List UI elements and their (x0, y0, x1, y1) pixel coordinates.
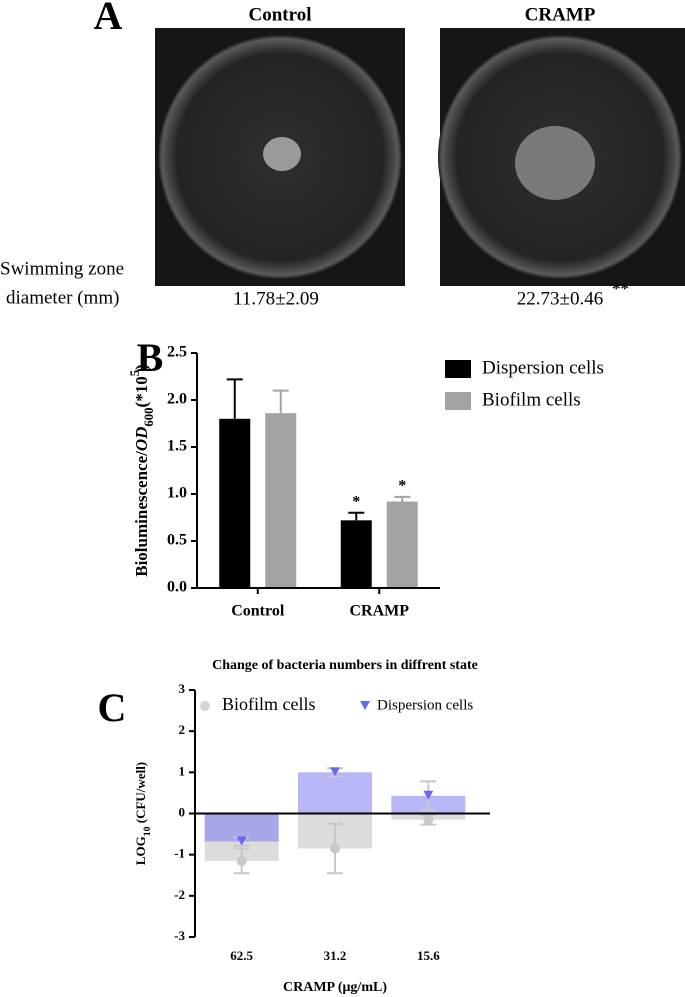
point (423, 790, 434, 800)
condition-label: CRAMP (525, 4, 596, 25)
y-tick-label: 0.0 (167, 579, 187, 596)
legend-label: Biofilm cells (482, 389, 581, 410)
y-tick-label: -1 (174, 846, 185, 861)
panel-a: A Control CRAMP Swimming zone diameter (… (0, 0, 685, 309)
y-tick-label: 1.5 (167, 438, 187, 455)
y-tick-label: -3 (174, 928, 185, 943)
y-axis-label-part: OD (132, 427, 151, 452)
legend-label: Biofilm cells (222, 694, 316, 714)
y-axis-label-part: (*10 (132, 376, 151, 407)
bar (386, 501, 418, 588)
y-axis-label-part: ) (132, 364, 151, 370)
y-tick-label: 1 (179, 763, 186, 778)
panel-letter: B (137, 335, 164, 380)
y-axis-label-part: (CFU/well) (133, 762, 148, 827)
y-tick-label: 1.0 (167, 485, 187, 502)
legend-label: Dispersion cells (377, 697, 473, 713)
legend-marker (445, 392, 471, 410)
panel-letter: C (98, 685, 127, 730)
row-label: diameter (mm) (6, 287, 119, 308)
bar (219, 418, 251, 588)
y-axis-label-part: 600 (142, 407, 156, 426)
x-axis-label: CRAMP (μg/mL) (283, 980, 387, 995)
point (330, 767, 340, 777)
bar (340, 520, 372, 588)
significance: * (352, 493, 360, 510)
chart-title: Change of bacteria numbers in diffrent s… (212, 658, 478, 673)
bar (298, 772, 372, 814)
y-axis-label: Bioluminescence/OD600(*105) (128, 364, 156, 577)
y-tick-label: 0 (179, 804, 186, 819)
y-tick-label: 0.5 (167, 532, 187, 549)
y-axis-label: LOG10 (CFU/well) (133, 762, 153, 865)
y-axis-label-part: 5 (128, 370, 142, 376)
significance: * (398, 477, 406, 494)
point (236, 855, 247, 866)
y-tick-label: 2.0 (167, 391, 187, 408)
measurement: 22.73±0.46 (517, 288, 603, 309)
x-tick-label: CRAMP (349, 603, 409, 620)
row-label: Swimming zone (0, 258, 124, 279)
y-tick-label: 3 (179, 681, 186, 696)
colony (515, 126, 595, 200)
bar (265, 413, 297, 588)
y-tick-label: 2 (179, 722, 186, 737)
measurement: 11.78±2.09 (233, 288, 319, 309)
condition-label: Control (249, 4, 312, 25)
x-tick-label: 15.6 (417, 948, 440, 963)
legend-marker (360, 701, 370, 710)
y-axis-label-part: LOG (133, 836, 148, 865)
y-tick-label: -2 (174, 887, 185, 902)
point (423, 814, 434, 825)
colony (263, 137, 301, 171)
y-tick-label: 2.5 (167, 344, 187, 361)
y-axis-label-part: Bioluminescence/ (132, 451, 151, 577)
legend-label: Dispersion cells (482, 357, 604, 378)
y-axis-label-part: 10 (142, 826, 153, 836)
legend-marker (445, 360, 471, 378)
point (330, 843, 340, 854)
significance: ** (612, 279, 629, 298)
panel-letter: A (94, 0, 123, 38)
point (236, 836, 247, 846)
x-tick-label: 62.5 (230, 948, 253, 963)
x-tick-label: Control (231, 603, 285, 620)
x-tick-label: 31.2 (324, 948, 347, 963)
legend-marker (200, 701, 210, 711)
